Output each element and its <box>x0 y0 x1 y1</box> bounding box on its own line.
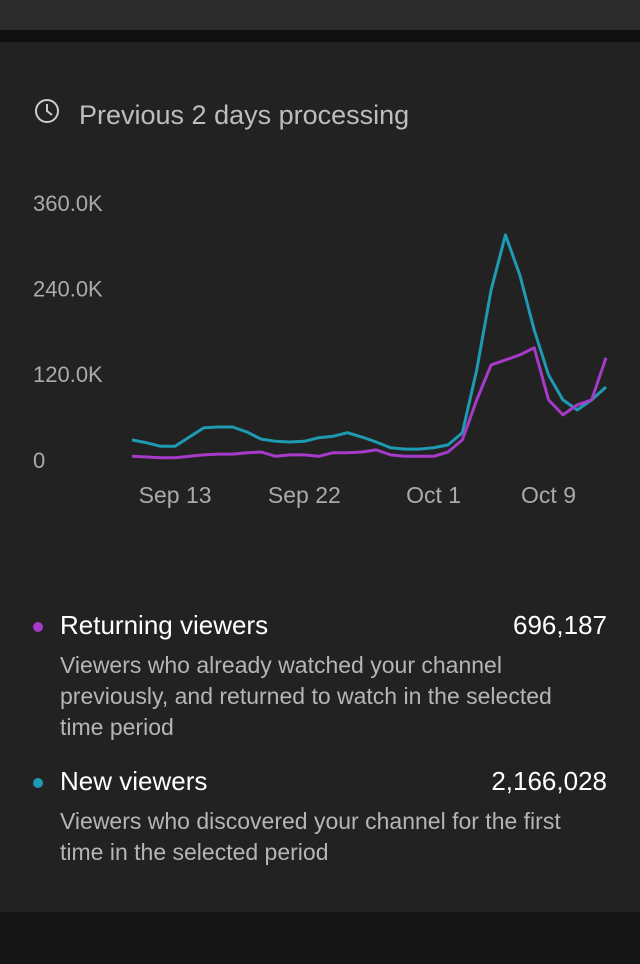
top-bar <box>0 0 640 30</box>
x-tick-label: Oct 1 <box>406 482 461 508</box>
legend-total: 696,187 <box>513 610 607 640</box>
x-tick-label: Sep 22 <box>268 482 341 508</box>
x-tick-label: Oct 9 <box>521 482 576 508</box>
legend-description: Viewers who already watched your channel… <box>60 652 552 740</box>
legend-total: 2,166,028 <box>491 766 607 796</box>
clock-hand <box>46 104 53 116</box>
legend-dot <box>33 622 43 632</box>
y-tick-label: 240.0K <box>33 276 103 301</box>
legend-name: New viewers <box>60 766 208 796</box>
separator <box>0 30 640 42</box>
legend-description: Viewers who discovered your channel for … <box>60 808 561 865</box>
header-title: Previous 2 days processing <box>79 100 409 130</box>
bottom-bar <box>0 912 640 964</box>
y-tick-label: 120.0K <box>33 362 103 387</box>
chart: Previous 2 days processing 0 120.0K 240.0K… <box>33 99 608 508</box>
series-line <box>131 346 608 460</box>
legend-name: Returning viewers <box>60 610 269 640</box>
y-tick-label: 0 <box>33 448 45 473</box>
y-tick-label: 360.0K <box>33 191 103 216</box>
x-tick-label: Sep 13 <box>139 482 212 508</box>
series-line <box>131 233 608 451</box>
legend-dot <box>33 778 43 788</box>
clock-icon <box>35 99 59 123</box>
